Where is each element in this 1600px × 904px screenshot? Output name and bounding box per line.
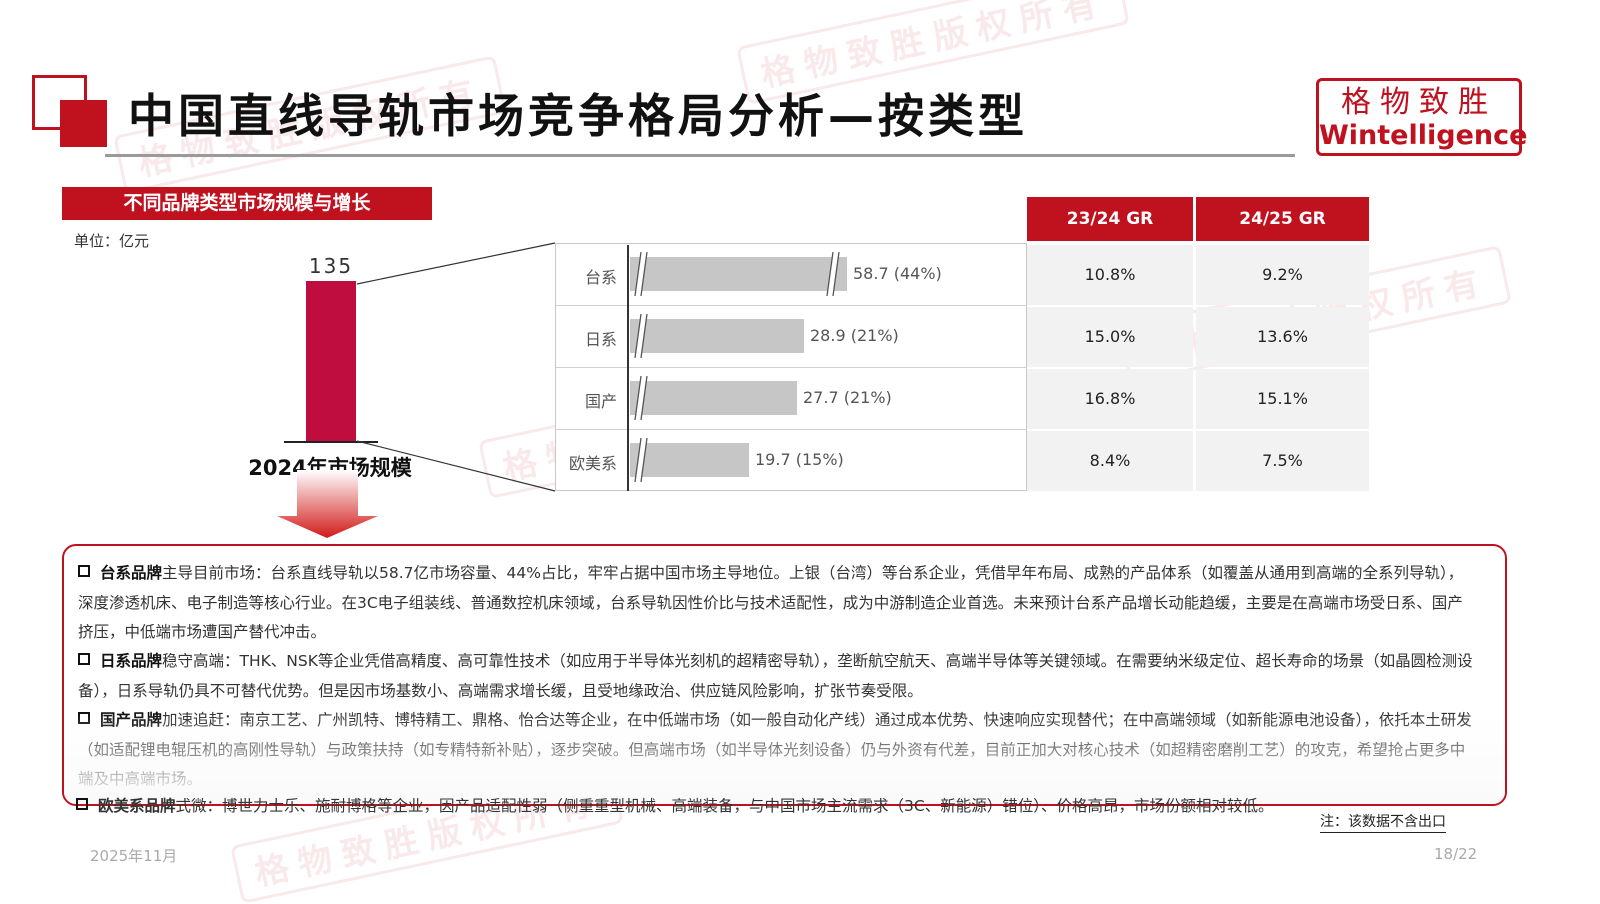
table-cell: 16.8% [1027,369,1193,429]
bullet-lead: 欧美系品牌 [98,797,176,815]
bullet-domestic: 国产品牌加速追赶：南京工艺、广州凯特、博特精工、鼎格、怡合达等企业，在中低端市场… [78,706,1478,795]
brand-logo-en: Wintelligence [1319,120,1528,151]
brand-logo-cn: 格物致胜 [1341,85,1497,120]
axis-break-mark [826,252,840,296]
axis-break-mark [634,438,648,482]
bullet-lead: 台系品牌 [100,564,163,582]
title-divider [105,154,1295,157]
bar-value-label: 58.7 (44%) [853,264,942,283]
data-note: 注：该数据不含出口 [1320,812,1446,833]
bullet-square-icon [76,798,88,810]
table-cell: 8.4% [1027,431,1193,491]
unit-label: 单位：亿元 [74,232,150,250]
brand-logo: 格物致胜 Wintelligence [1316,78,1528,156]
category-label: 台系 [584,268,617,287]
bar [630,257,847,291]
axis-break-mark [634,314,648,358]
bullet-text: 主导目前市场：台系直线导轨以58.7亿市场容量、44%占比，牢牢占据中国市场主导… [78,564,1464,641]
table-cell: 9.2% [1196,245,1369,305]
bar [630,443,749,477]
bar [630,319,804,353]
category-label: 日系 [584,330,617,349]
page-number: 18/22 [1434,845,1478,863]
table-cell: 7.5% [1196,431,1369,491]
bullet-lead: 国产品牌 [100,711,163,729]
bullet-japan: 日系品牌稳守高端：THK、NSK等企业凭借高精度、高可靠性技术（如应用于半导体光… [78,647,1478,706]
logo-square-fill [60,100,107,147]
bullet-square-icon [78,653,90,665]
bar-value-label: 19.7 (15%) [755,450,844,469]
row-divider [556,429,1026,430]
table-cell: 15.1% [1196,369,1369,429]
table-header-2324: 23/24 GR [1027,197,1193,241]
row-divider [556,367,1026,368]
bullet-taiwan: 台系品牌主导目前市场：台系直线导轨以58.7亿市场容量、44%占比，牢牢占据中国… [78,559,1478,648]
footer-date: 2025年11月 [90,847,178,865]
chart-axis [627,245,629,491]
down-arrow-icon [277,470,378,538]
analysis-textbox: 台系品牌主导目前市场：台系直线导轨以58.7亿市场容量、44%占比，牢牢占据中国… [62,544,1507,806]
market-size-bar [306,281,356,442]
section-label: 不同品牌类型市场规模与增长 [62,187,432,220]
bar-value-label: 27.7 (21%) [803,388,892,407]
bar-value-label: 28.9 (21%) [810,326,899,345]
bar [630,381,797,415]
bullet-square-icon [78,565,90,577]
bullet-western: 欧美系品牌式微：博世力士乐、施耐博格等企业，因产品适配性弱（侧重重型机械、高端装… [76,794,1476,818]
page-title: 中国直线导轨市场竞争格局分析—按类型 [128,89,1028,143]
table-header-2425: 24/25 GR [1196,197,1369,241]
axis-break-mark [634,252,648,296]
bullet-text: 式微：博世力士乐、施耐博格等企业，因产品适配性弱（侧重重型机械、高端装备，与中国… [175,797,1274,815]
table-cell: 10.8% [1027,245,1193,305]
market-size-baseline [284,441,378,443]
category-label: 国产 [584,392,617,411]
table-cell: 13.6% [1196,307,1369,367]
category-label: 欧美系 [568,454,617,473]
bullet-square-icon [78,712,90,724]
table-cell: 15.0% [1027,307,1193,367]
bullet-lead: 日系品牌 [100,652,163,670]
axis-break-mark [634,376,648,420]
market-size-value-label: 135 [308,254,354,278]
bullet-text: 加速追赶：南京工艺、广州凯特、博特精工、鼎格、怡合达等企业，在中低端市场（如一般… [78,711,1472,788]
bullet-text: 稳守高端：THK、NSK等企业凭借高精度、高可靠性技术（如应用于半导体光刻机的超… [78,652,1473,700]
row-divider [556,305,1026,306]
